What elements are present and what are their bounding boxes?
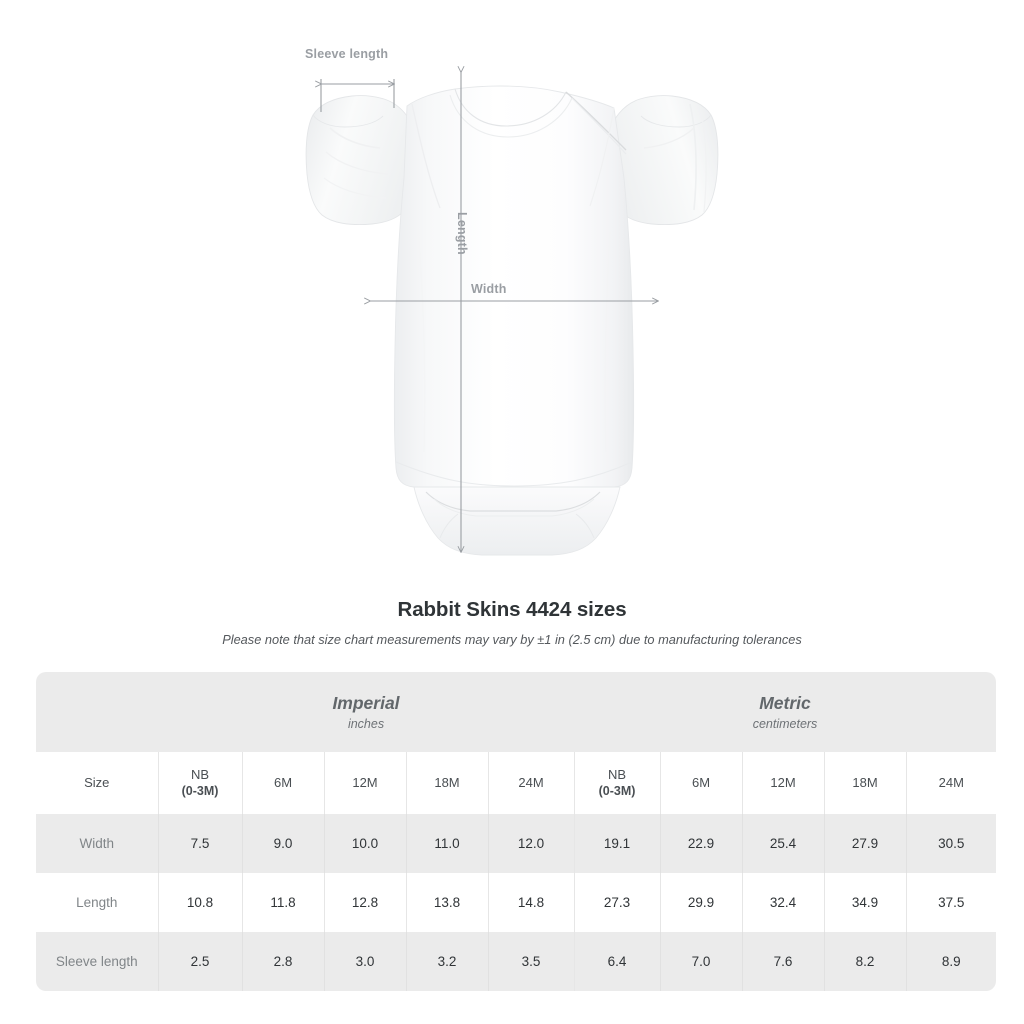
size-col-main: NB (607, 766, 627, 782)
cell-length-imperial-12m: 12.8 (323, 873, 406, 932)
cell-width-imperial-6m: 9.0 (241, 814, 324, 873)
unit-banner-metric: Metric centimeters (574, 672, 997, 752)
size-col-imperial-nb: NB (0-3M) (157, 752, 242, 814)
size-col-metric-6m: 6M (659, 752, 743, 814)
cell-width-imperial-12m: 10.0 (323, 814, 406, 873)
size-col-metric-24m: 24M (905, 752, 997, 814)
size-col-main: NB (190, 766, 210, 782)
cell-length-metric-12m: 32.4 (741, 873, 825, 932)
table-row-sleeve-length: Sleeve length 2.5 2.8 3.0 3.2 3.5 6.4 7.… (36, 932, 997, 991)
row-label-width: Width (36, 814, 158, 873)
cell-width-metric-18m: 27.9 (823, 814, 907, 873)
cell-length-metric-24m: 37.5 (905, 873, 997, 932)
cell-width-metric-nb: 19.1 (573, 814, 661, 873)
length-dimension-label: Length (455, 212, 469, 255)
cell-sleeve-metric-12m: 7.6 (741, 932, 825, 991)
snap-crotch-flap (413, 486, 621, 556)
right-sleeve (605, 95, 719, 226)
cell-length-metric-18m: 34.9 (823, 873, 907, 932)
size-header-row: Size NB (0-3M) 6M 12M 18M 24M NB (0-3M) … (36, 752, 997, 814)
cell-length-imperial-6m: 11.8 (241, 873, 324, 932)
cell-sleeve-metric-24m: 8.9 (905, 932, 997, 991)
size-header-label: Size (36, 752, 158, 814)
size-col-metric-12m: 12M (741, 752, 825, 814)
size-col-imperial-18m: 18M (405, 752, 488, 814)
size-col-metric-18m: 18M (823, 752, 907, 814)
unit-name-metric: Metric (759, 693, 811, 714)
cell-length-metric-6m: 29.9 (659, 873, 743, 932)
chart-title-block: Rabbit Skins 4424 sizes Please note that… (0, 598, 1024, 647)
size-col-imperial-12m: 12M (323, 752, 406, 814)
unit-name-imperial: Imperial (332, 693, 400, 714)
cell-sleeve-metric-18m: 8.2 (823, 932, 907, 991)
width-dimension-label: Width (471, 282, 507, 296)
table-row-width: Width 7.5 9.0 10.0 11.0 12.0 19.1 22.9 2… (36, 814, 997, 873)
cell-sleeve-imperial-24m: 3.5 (487, 932, 575, 991)
size-chart-table-wrapper: Imperial inches Metric centimeters Size … (36, 672, 997, 991)
cell-width-imperial-18m: 11.0 (405, 814, 488, 873)
cell-width-imperial-24m: 12.0 (487, 814, 575, 873)
sleeve-length-dimension-label: Sleeve length (305, 47, 389, 61)
page-title: Rabbit Skins 4424 sizes (397, 598, 627, 621)
tolerance-note: Please note that size chart measurements… (222, 632, 802, 647)
size-col-imperial-6m: 6M (241, 752, 324, 814)
bodysuit-illustration (305, 0, 719, 556)
bodysuit-body (393, 85, 635, 488)
size-col-sub: (0-3M) (598, 784, 636, 799)
cell-sleeve-imperial-nb: 2.5 (157, 932, 242, 991)
cell-length-metric-nb: 27.3 (573, 873, 661, 932)
left-sleeve (305, 95, 419, 226)
cell-width-metric-24m: 30.5 (905, 814, 997, 873)
cell-sleeve-imperial-12m: 3.0 (323, 932, 406, 991)
cell-sleeve-imperial-6m: 2.8 (241, 932, 324, 991)
row-label-sleeve-length: Sleeve length (36, 932, 158, 991)
cell-width-metric-12m: 25.4 (741, 814, 825, 873)
size-col-metric-nb: NB (0-3M) (573, 752, 661, 814)
cell-sleeve-metric-6m: 7.0 (659, 932, 743, 991)
table-row-length: Length 10.8 11.8 12.8 13.8 14.8 27.3 29.… (36, 873, 997, 932)
cell-sleeve-metric-nb: 6.4 (573, 932, 661, 991)
row-label-length: Length (36, 873, 158, 932)
cell-sleeve-imperial-18m: 3.2 (405, 932, 488, 991)
size-col-sub: (0-3M) (181, 784, 219, 799)
garment-diagram: Sleeve length Length Width (305, 0, 719, 556)
unit-sub-imperial: inches (347, 716, 385, 731)
unit-sub-metric: centimeters (752, 716, 818, 731)
cell-length-imperial-18m: 13.8 (405, 873, 488, 932)
unit-banner-imperial: Imperial inches (158, 672, 575, 752)
cell-width-imperial-nb: 7.5 (157, 814, 242, 873)
cell-width-metric-6m: 22.9 (659, 814, 743, 873)
cell-length-imperial-nb: 10.8 (157, 873, 242, 932)
cell-length-imperial-24m: 14.8 (487, 873, 575, 932)
size-col-imperial-24m: 24M (487, 752, 575, 814)
unit-banner-row: Imperial inches Metric centimeters (36, 672, 997, 752)
measurement-guides (321, 72, 658, 552)
size-chart-table: Imperial inches Metric centimeters Size … (36, 672, 997, 991)
unit-banner-spacer (36, 672, 158, 752)
